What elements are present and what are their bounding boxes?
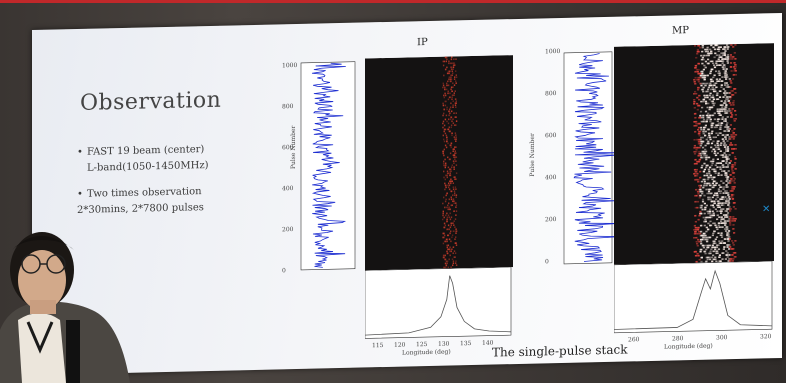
mp-trace-plot <box>563 51 614 265</box>
mp-x-tick-label: 280 <box>672 335 684 343</box>
mp-title: MP <box>672 25 689 37</box>
ip-profile-plot <box>365 267 512 339</box>
top-red-strip <box>0 0 786 3</box>
mp-y-tick-label: 1000 <box>545 48 561 56</box>
ip-x-tick-label: 125 <box>416 341 428 349</box>
ip-x-tick-label: 135 <box>460 340 472 348</box>
bullet-1-line2: L-band(1050-1450MHz) <box>87 159 209 174</box>
slide-caption: The single-pulse stack <box>492 342 628 360</box>
pointer-icon: ✕ <box>762 204 771 215</box>
ip-title: IP <box>417 37 428 49</box>
ip-y-tick-label: 0 <box>282 267 286 275</box>
bullet-2-line1: Two times observation <box>87 186 202 200</box>
ip-y-tick-label: 1000 <box>282 61 298 70</box>
bullet-1-line1: FAST 19 beam (center) <box>87 144 205 158</box>
mp-stack-image <box>614 43 774 265</box>
ip-x-tick-label: 130 <box>438 340 450 348</box>
ip-y-tick-label: 800 <box>282 103 294 111</box>
mp-xlabel: Longitude (deg) <box>664 342 713 351</box>
mp-y-tick-label: 800 <box>545 90 557 98</box>
mp-y-tick-label: 400 <box>545 174 557 182</box>
mp-x-tick-label: 260 <box>628 336 640 344</box>
projected-slide: Observation • FAST 19 beam (center) L-ban… <box>32 12 782 375</box>
mp-x-tick-label: 300 <box>716 334 728 342</box>
ip-stack-image <box>365 55 513 271</box>
bullet-dot: • <box>77 146 83 158</box>
ip-y-tick-label: 600 <box>282 144 294 152</box>
mp-ylabel: Pulse Number <box>529 133 536 177</box>
ip-x-tick-label: 120 <box>394 341 406 349</box>
ip-xlabel: Longitude (deg) <box>402 348 451 357</box>
ip-y-tick-label: 200 <box>282 226 294 234</box>
ip-y-tick-label: 400 <box>282 185 294 193</box>
ip-x-tick-label: 115 <box>372 342 384 350</box>
bullet-list: • FAST 19 beam (center) L-band(1050-1450M… <box>77 142 209 219</box>
slide-title: Observation <box>80 87 222 116</box>
mp-x-tick-label: 320 <box>760 333 772 341</box>
presenter-photo <box>0 232 130 383</box>
bullet-dot: • <box>77 188 83 200</box>
mp-y-tick-label: 600 <box>545 132 557 140</box>
mp-y-tick-label: 0 <box>545 258 549 266</box>
bullet-1: • FAST 19 beam (center) L-band(1050-1450M… <box>77 142 209 177</box>
mp-profile-plot <box>614 261 773 334</box>
ip-trace-plot <box>300 61 356 271</box>
mp-y-tick-label: 200 <box>545 216 557 224</box>
